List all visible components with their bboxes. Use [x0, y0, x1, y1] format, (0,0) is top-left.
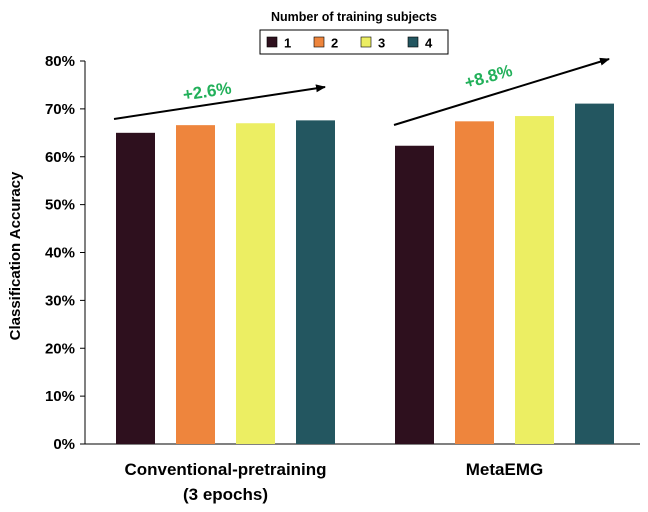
legend-label-1: 1 [284, 36, 291, 51]
legend-swatch-4 [407, 36, 419, 48]
legend-label-2: 2 [331, 36, 338, 51]
improvement-annotation: +2.6% [182, 79, 233, 105]
y-tick-label: 0% [53, 436, 75, 453]
legend-label-4: 4 [425, 36, 433, 51]
bar-conventional-series-4 [296, 120, 335, 445]
y-tick-label: 40% [45, 245, 75, 262]
improvement-annotation: +8.8% [462, 61, 514, 93]
x-category-label: MetaEMG [466, 460, 543, 479]
trend-arrow [113, 84, 326, 120]
x-category-label: Conventional-pretraining [124, 460, 326, 479]
legend-title: Number of training subjects [271, 10, 437, 24]
y-tick-label: 50% [45, 197, 75, 214]
legend-swatch-2 [313, 36, 325, 48]
y-tick-label: 80% [45, 53, 75, 70]
legend-swatch-3 [360, 36, 372, 48]
bar-metaemg-series-2 [455, 121, 494, 444]
bar-conventional-series-1 [116, 132, 155, 444]
y-axis-label: Classification Accuracy [7, 171, 24, 340]
legend-label-3: 3 [378, 36, 385, 51]
legend-swatch-1 [266, 36, 278, 48]
bar-metaemg-series-1 [395, 145, 434, 444]
x-category-sublabel: (3 epochs) [183, 485, 268, 504]
y-tick-label: 60% [45, 149, 75, 166]
bar-metaemg-series-3 [515, 116, 554, 445]
bar-conventional-series-2 [176, 125, 215, 444]
y-tick-label: 30% [45, 292, 75, 309]
legend: Number of training subjects 1 2 3 4 [259, 10, 449, 55]
bar-conventional-series-3 [236, 123, 275, 445]
bar-metaemg-series-4 [575, 103, 614, 444]
y-tick-label: 70% [45, 101, 75, 118]
trend-arrow [393, 57, 610, 126]
y-tick-label: 10% [45, 388, 75, 405]
y-tick-label: 20% [45, 340, 75, 357]
